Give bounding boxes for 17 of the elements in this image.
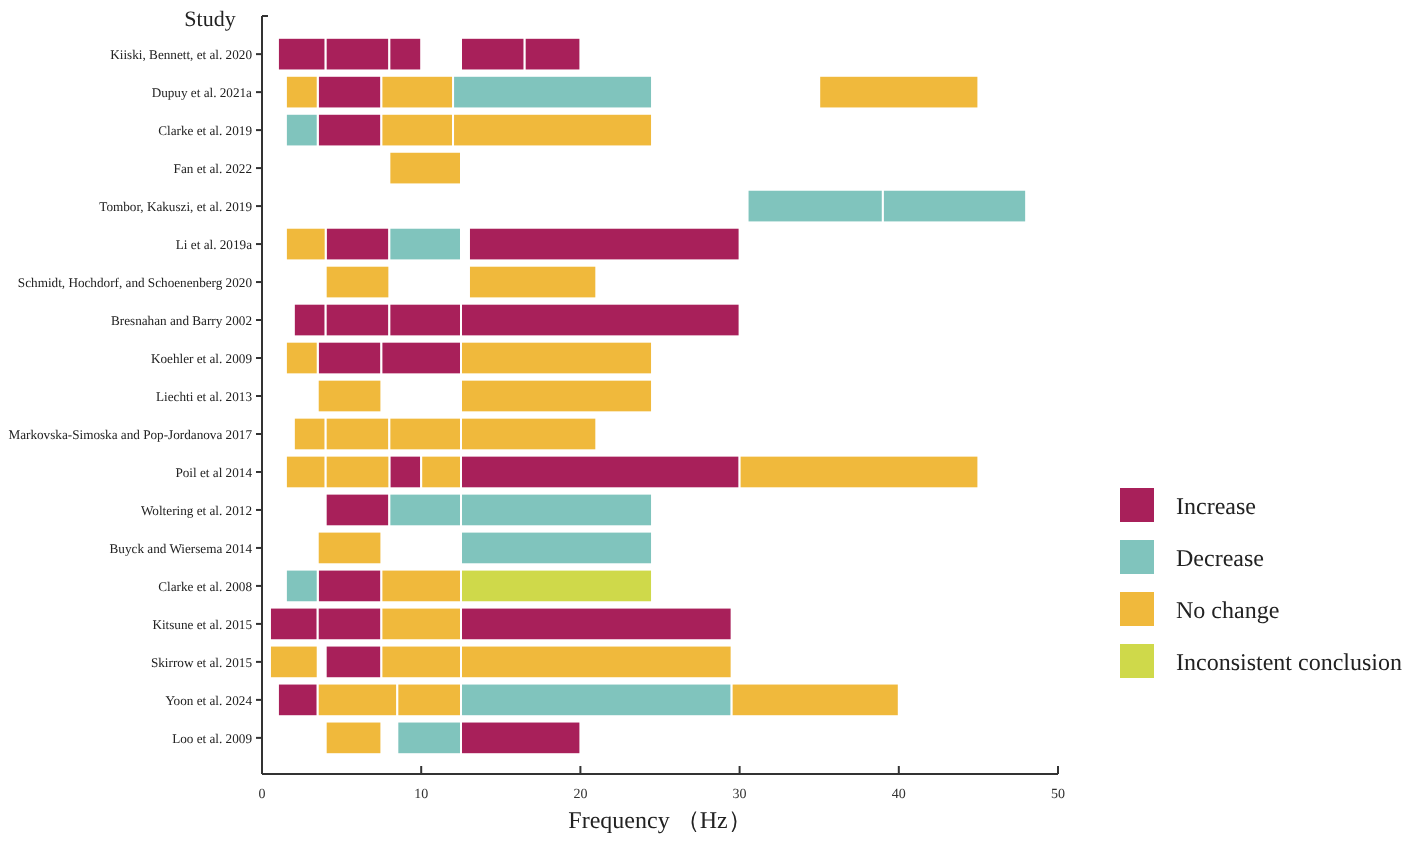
bar bbox=[388, 150, 462, 186]
bar bbox=[316, 530, 383, 566]
bar bbox=[467, 226, 741, 262]
bar bbox=[268, 644, 319, 680]
bar bbox=[460, 378, 654, 414]
bar bbox=[324, 720, 383, 756]
legend-label: Inconsistent conclusion bbox=[1176, 648, 1402, 676]
bar bbox=[324, 264, 391, 300]
legend-label: No change bbox=[1176, 596, 1280, 624]
bar bbox=[818, 74, 980, 110]
x-axis-title: Frequency （Hz） bbox=[568, 806, 752, 834]
legend-label: Decrease bbox=[1176, 544, 1264, 572]
legend-label: Increase bbox=[1176, 492, 1256, 520]
bar bbox=[316, 378, 383, 414]
bar bbox=[467, 264, 598, 300]
y-axis-title: Study bbox=[184, 8, 237, 32]
bar bbox=[460, 530, 654, 566]
